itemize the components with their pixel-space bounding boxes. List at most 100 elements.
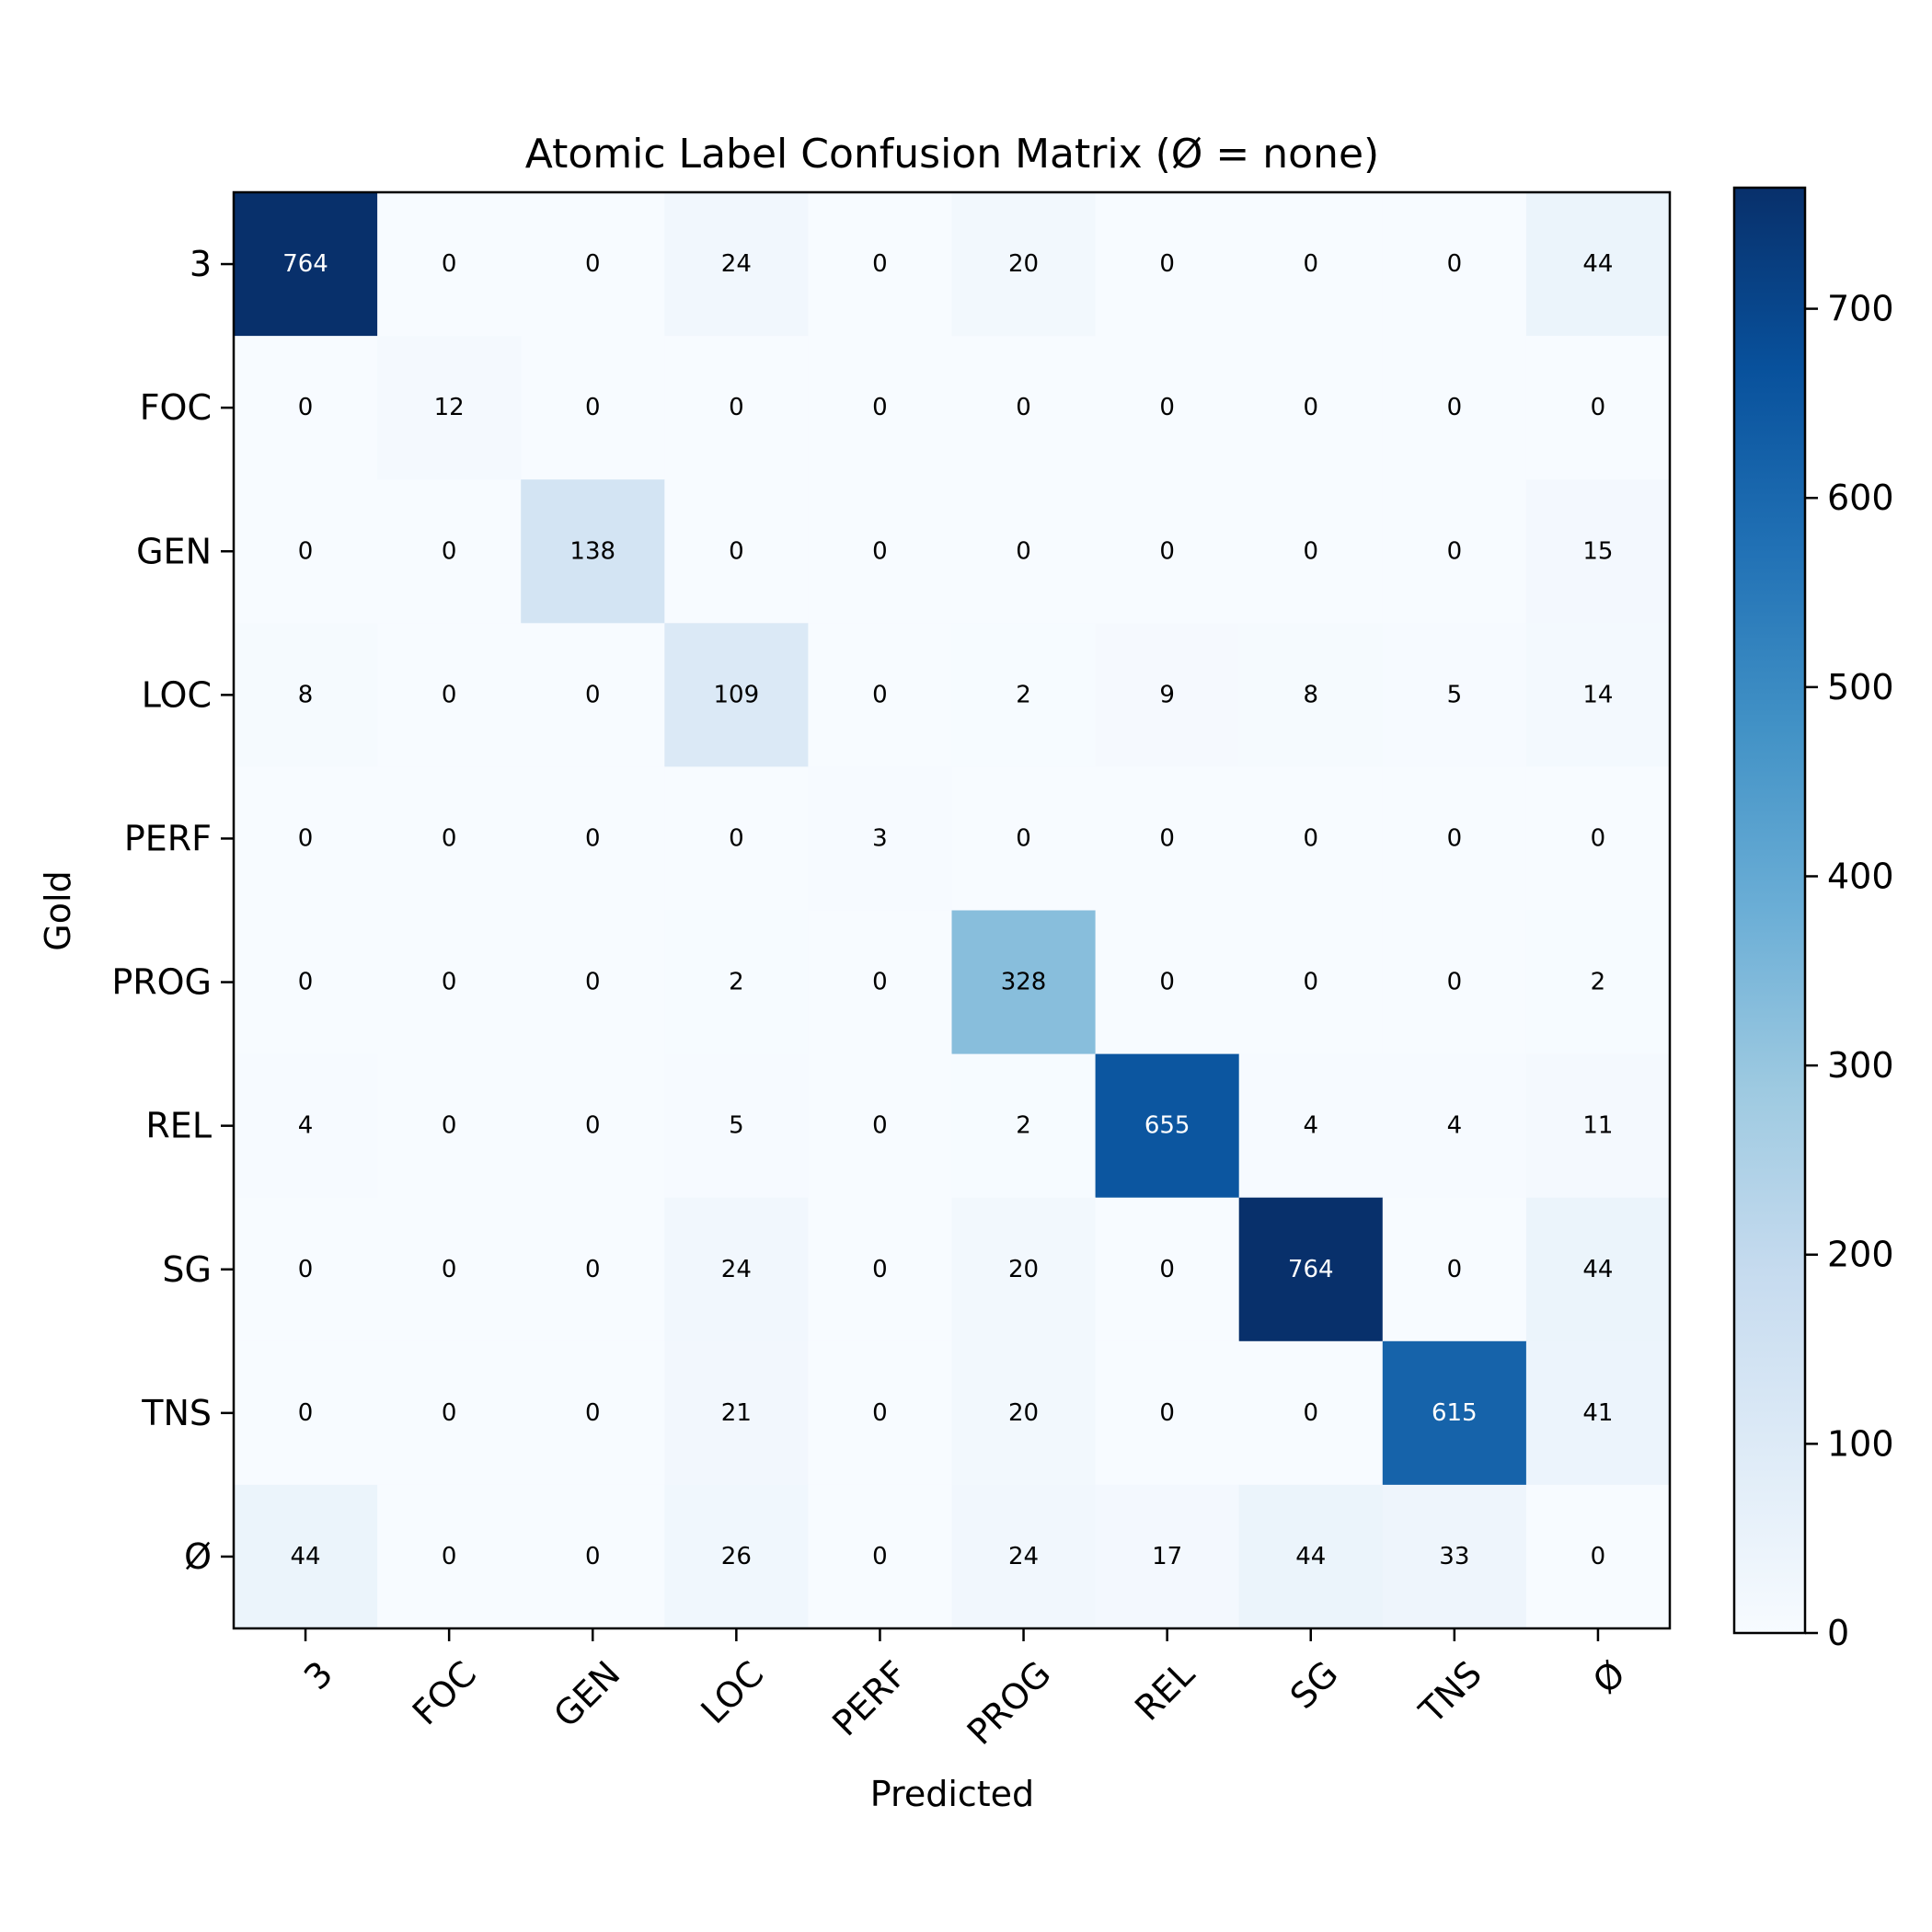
- y-tick-label: GEN: [136, 531, 212, 571]
- heatmap-cell: [377, 1053, 522, 1199]
- heatmap-cell: [664, 1053, 809, 1199]
- heatmap-cell: [808, 1053, 952, 1199]
- heatmap-cell: [1095, 1340, 1240, 1486]
- heatmap-cell: [1238, 336, 1384, 480]
- heatmap-cell: [1238, 479, 1384, 624]
- heatmap-cell: [1525, 1197, 1671, 1342]
- cell-value-label: 0: [298, 537, 314, 565]
- heatmap-cell: [1382, 1484, 1527, 1629]
- heatmap-cell: [234, 479, 378, 624]
- heatmap-cell: [1095, 1484, 1240, 1629]
- cell-value-label: 0: [298, 1399, 314, 1427]
- heatmap-cell: [664, 336, 809, 480]
- heatmap-cell: [1095, 479, 1240, 624]
- heatmap-cell: [1525, 1053, 1671, 1199]
- cell-value-label: 0: [872, 969, 888, 996]
- y-axis-ticks: 3 FOC GEN LOC PERF PROG REL SG TNS Ø: [111, 244, 234, 1577]
- x-tick-label: Ø: [1585, 1653, 1633, 1701]
- cell-value-label: 12: [434, 394, 465, 421]
- cell-value-label: 0: [1447, 250, 1463, 278]
- colorbar-tick-label: 400: [1827, 856, 1894, 896]
- cell-value-label: 0: [1159, 1256, 1175, 1283]
- cell-value-label: 0: [1591, 1543, 1606, 1570]
- y-tick-label: PROG: [111, 962, 212, 1003]
- cell-value-label: 24: [721, 250, 752, 278]
- heatmap-cell: [1382, 336, 1527, 480]
- heatmap-cell: [951, 623, 1097, 767]
- cell-value-label: 44: [1295, 1543, 1326, 1570]
- heatmap-cell: [1238, 1053, 1384, 1199]
- heatmap-cell: [1382, 479, 1527, 624]
- heatmap-cell: [951, 1340, 1097, 1486]
- heatmap-cell: [521, 1340, 665, 1486]
- cell-value-label: 0: [872, 1256, 888, 1283]
- heatmap-cell: [1238, 766, 1384, 911]
- cell-value-label: 2: [1016, 1112, 1031, 1140]
- heatmap-cell: [808, 766, 952, 911]
- heatmap-cell: [1382, 766, 1527, 911]
- heatmap-cell: [1095, 192, 1240, 337]
- y-tick-label: TNS: [141, 1393, 212, 1433]
- heatmap-cell: [951, 479, 1097, 624]
- heatmap-cell: [808, 1484, 952, 1629]
- x-tick-label: LOC: [693, 1653, 771, 1731]
- heatmap-cell: [808, 336, 952, 480]
- heatmap-cell: [1525, 766, 1671, 911]
- heatmap-cell: [234, 1053, 378, 1199]
- heatmap-cell: [1238, 1197, 1384, 1342]
- heatmap-cell: [521, 192, 665, 337]
- cell-value-label: 0: [298, 1256, 314, 1283]
- cell-value-label: 328: [1001, 969, 1047, 996]
- x-tick-label: PERF: [824, 1653, 914, 1743]
- x-tick-label: REL: [1127, 1653, 1202, 1729]
- cell-value-label: 3: [872, 824, 888, 852]
- heatmap-cell-labels: 764 0 0 24 0 20 0 0 0 440 12 0 0 0 0 0 0 0 00 0 138 0 0 0 0 0 0 158…: [282, 250, 1613, 1570]
- heatmap-cell: [234, 336, 378, 480]
- heatmap-cell: [951, 766, 1097, 911]
- heatmap-cell: [521, 479, 665, 624]
- heatmap-cell: [1095, 1197, 1240, 1342]
- heatmap-cell: [808, 1340, 952, 1486]
- heatmap-cell: [1525, 192, 1671, 337]
- x-tick-label: FOC: [405, 1653, 484, 1732]
- colorbar-tick-label: 500: [1827, 667, 1894, 707]
- heatmap-cell: [1382, 1197, 1527, 1342]
- cell-value-label: 0: [442, 681, 457, 708]
- cell-value-label: 2: [1591, 969, 1606, 996]
- colorbar-tick-label: 600: [1827, 477, 1894, 518]
- heatmap-cell: [1095, 1053, 1240, 1199]
- y-tick-label: FOC: [140, 387, 212, 428]
- cell-value-label: 0: [1303, 1399, 1318, 1427]
- cell-value-label: 5: [729, 1112, 744, 1140]
- heatmap-cell: [521, 1197, 665, 1342]
- cell-value-label: 0: [585, 1543, 601, 1570]
- cell-value-label: 0: [442, 969, 457, 996]
- cell-value-label: 20: [1008, 1256, 1039, 1283]
- cell-value-label: 33: [1439, 1543, 1469, 1570]
- cell-value-label: 764: [282, 250, 328, 278]
- cell-value-label: 0: [729, 394, 744, 421]
- heatmap-cell: [1525, 479, 1671, 624]
- cell-value-label: 655: [1144, 1112, 1190, 1140]
- cell-value-label: 24: [1008, 1543, 1039, 1570]
- heatmap-cell: [664, 1484, 809, 1629]
- cell-value-label: 9: [1159, 681, 1175, 708]
- cell-value-label: 0: [872, 1112, 888, 1140]
- x-tick-label: GEN: [546, 1653, 627, 1735]
- heatmap-cell: [521, 1053, 665, 1199]
- cell-value-label: 0: [442, 1256, 457, 1283]
- heatmap-cell: [234, 910, 378, 1055]
- heatmap-cell: [1525, 1340, 1671, 1486]
- cell-value-label: 0: [585, 394, 601, 421]
- cell-value-label: 0: [872, 394, 888, 421]
- cell-value-label: 4: [298, 1112, 314, 1140]
- y-tick-label: SG: [162, 1249, 212, 1290]
- cell-value-label: 0: [1447, 1256, 1463, 1283]
- cell-value-label: 20: [1008, 1399, 1039, 1427]
- heatmap-cell: [664, 192, 809, 337]
- heatmap-cell: [1525, 910, 1671, 1055]
- heatmap-cell: [951, 192, 1097, 337]
- heatmap-cell: [377, 623, 522, 767]
- cell-value-label: 4: [1303, 1112, 1318, 1140]
- cell-value-label: 2: [729, 969, 744, 996]
